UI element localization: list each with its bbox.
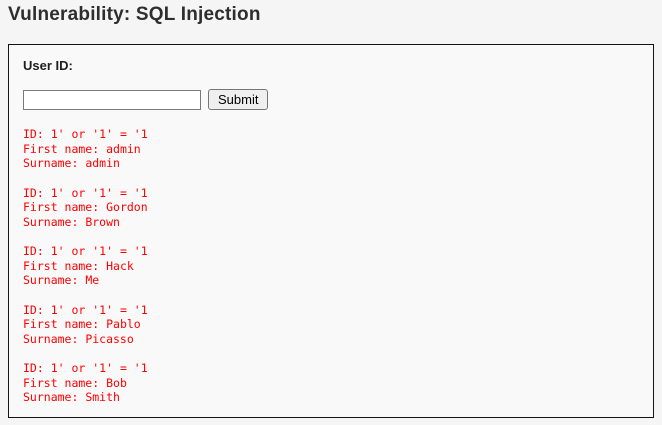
id-value: 1' or '1' = '1	[50, 302, 148, 317]
id-value: 1' or '1' = '1	[50, 127, 148, 141]
id-label: ID:	[23, 127, 51, 141]
first-name-label: First name:	[23, 258, 107, 273]
first-name-label: First name:	[23, 200, 107, 214]
surname-value: Smith	[85, 390, 120, 404]
submit-button[interactable]: Submit	[208, 89, 269, 110]
first-name-value: Pablo	[106, 317, 141, 331]
first-name-label: First name:	[23, 375, 107, 390]
surname-value: Picasso	[85, 331, 134, 346]
id-label: ID:	[23, 185, 51, 200]
result-block: ID: 1' or '1' = '1 First name: Pablo Sur…	[23, 303, 639, 347]
result-block: ID: 1' or '1' = '1 First name: Hack Surn…	[23, 244, 639, 288]
surname-value: admin	[85, 156, 120, 170]
user-id-label: User ID:	[23, 58, 73, 73]
results-list: ID: 1' or '1' = '1 First name: admin Sur…	[23, 127, 639, 405]
surname-label: Surname:	[23, 331, 86, 346]
user-id-input[interactable]	[23, 89, 201, 110]
first-name-label: First name:	[23, 141, 107, 156]
first-name-value: Gordon	[106, 200, 148, 214]
id-value: 1' or '1' = '1	[50, 244, 148, 258]
id-label: ID:	[23, 361, 51, 375]
surname-value: Brown	[85, 214, 120, 229]
id-value: 1' or '1' = '1	[50, 185, 148, 200]
first-name-value: Hack	[106, 258, 134, 273]
surname-label: Surname:	[23, 214, 86, 229]
page-title: Vulnerability: SQL Injection	[8, 4, 261, 25]
surname-label: Surname:	[23, 156, 86, 170]
first-name-label: First name:	[23, 317, 107, 331]
vulnerable-code-area: User ID: Submit ID: 1' or '1' = '1 First…	[8, 44, 654, 418]
result-block: ID: 1' or '1' = '1 First name: Bob Surna…	[23, 361, 639, 405]
first-name-value: Bob	[106, 375, 127, 390]
first-name-value: admin	[106, 141, 141, 156]
id-label: ID:	[23, 302, 51, 317]
surname-label: Surname:	[23, 390, 86, 404]
user-id-form: Submit	[23, 89, 639, 110]
surname-value: Me	[85, 273, 100, 287]
surname-label: Surname:	[23, 273, 86, 287]
result-block: ID: 1' or '1' = '1 First name: Gordon Su…	[23, 186, 639, 230]
result-block: ID: 1' or '1' = '1 First name: admin Sur…	[23, 127, 639, 171]
id-label: ID:	[23, 244, 51, 258]
id-value: 1' or '1' = '1	[50, 361, 148, 375]
